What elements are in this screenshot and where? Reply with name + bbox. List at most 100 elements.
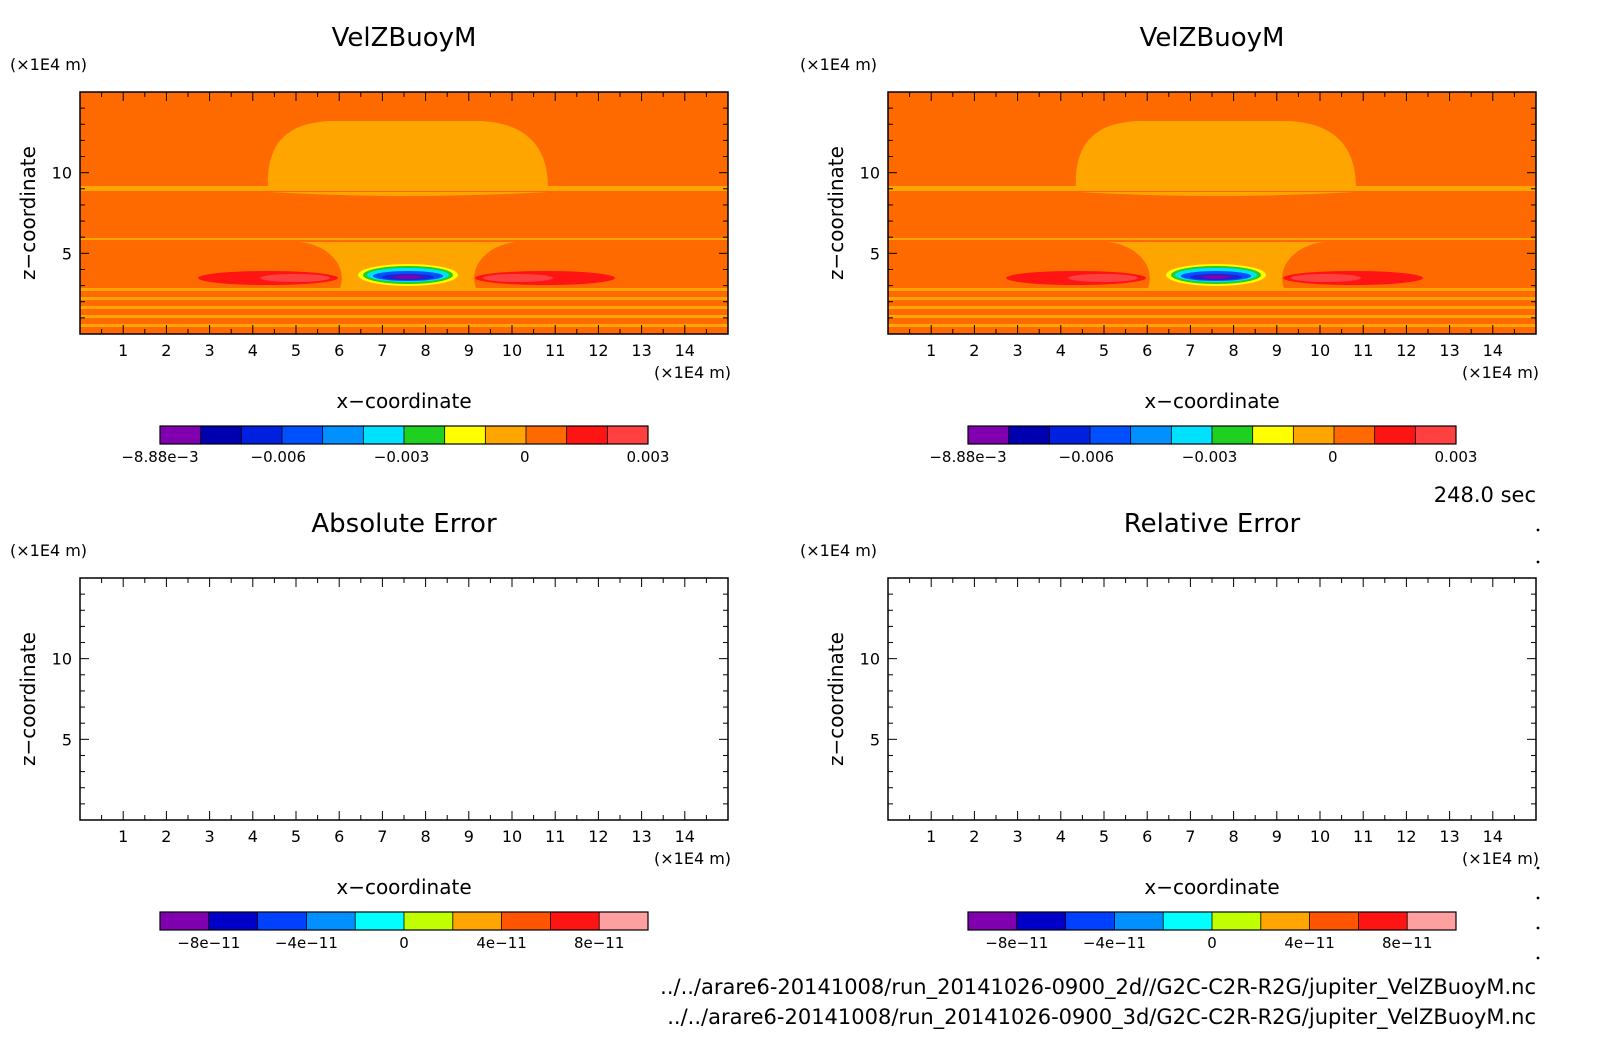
layer-band <box>270 192 548 196</box>
colorbar-swatch <box>968 912 1018 930</box>
colorbar-tick-label: −8e−11 <box>177 934 240 952</box>
y-tick-label: 10 <box>52 650 72 669</box>
colorbar-swatch <box>1212 912 1262 930</box>
x-tick-label: 5 <box>1099 341 1109 360</box>
colorbar-tick-label: −4e−11 <box>1083 934 1146 952</box>
file-path-2d: ../../arare6-20141008/run_20141026-0900_… <box>660 975 1536 1000</box>
colorbar-swatch <box>1065 912 1115 930</box>
colorbar-swatch <box>1374 426 1416 444</box>
x-tick-label: 13 <box>631 827 651 846</box>
negative-core <box>1202 275 1230 279</box>
contour-field <box>888 92 1536 334</box>
layer-band <box>80 315 728 318</box>
colorbar-swatch <box>501 912 551 930</box>
panel-relative-error: Relative Error (×1E4 m) 1 2 3 4 5 6 7 8 9 10 11 12 1… <box>800 509 1539 952</box>
colorbar-swatch <box>306 912 356 930</box>
x-tick-label: 11 <box>545 827 565 846</box>
x-axis-unit: (×1E4 m) <box>1462 363 1539 382</box>
x-tick-label: 2 <box>161 341 171 360</box>
colorbar-swatch <box>1130 426 1172 444</box>
colorbar-swatch <box>599 912 649 930</box>
colorbar-swatch <box>968 426 1010 444</box>
x-tick-label: 14 <box>675 827 695 846</box>
x-tick-label: 2 <box>969 827 979 846</box>
x-tick-label: 3 <box>205 341 215 360</box>
x-tick-label: 3 <box>1013 827 1023 846</box>
colorbar-swatch <box>452 912 503 930</box>
stray-dots <box>1536 528 1540 960</box>
colorbar-swatch <box>355 912 405 930</box>
colorbar-swatch <box>200 426 242 444</box>
y-tick-label: 5 <box>870 244 880 263</box>
x-tick-label: 7 <box>377 341 387 360</box>
colorbar-swatch <box>363 426 405 444</box>
y-axis-label: z−coordinate <box>16 146 40 280</box>
x-axis-label: x−coordinate <box>1144 389 1279 413</box>
x-tick-label: 6 <box>334 341 344 360</box>
x-tick-label: 2 <box>161 827 171 846</box>
x-tick-label: 12 <box>588 341 608 360</box>
x-tick-label: 5 <box>1099 827 1109 846</box>
colorbar-tick-label: 0.003 <box>627 448 670 466</box>
x-tick-label: 13 <box>631 341 651 360</box>
colorbar-swatch <box>160 426 202 444</box>
x-tick-label: 10 <box>502 827 522 846</box>
colorbar-swatch <box>1260 912 1311 930</box>
layer-band <box>888 315 1536 318</box>
colorbar-swatch <box>1309 912 1359 930</box>
layer-band <box>80 238 728 240</box>
x-axis-label: x−coordinate <box>336 389 471 413</box>
x-tick-label: 10 <box>502 341 522 360</box>
x-tick-label: 11 <box>1353 341 1373 360</box>
layer-band <box>888 306 1536 309</box>
x-tick-label: 2 <box>969 341 979 360</box>
file-path-3d: ../../arare6-20141008/run_20141026-0900_… <box>667 1005 1536 1030</box>
x-tick-label: 4 <box>248 827 258 846</box>
panel-velz-left: VelZBuoyM (×1E4 m) 1 2 3 4 5 6 7 8 9 10 <box>10 23 731 466</box>
colorbar-swatch <box>160 912 210 930</box>
colorbar-tick-label: −8e−11 <box>985 934 1048 952</box>
colorbar-tick-label: −0.006 <box>1059 448 1115 466</box>
plot-frame <box>79 577 729 821</box>
colorbar-tick-label: 8e−11 <box>1382 934 1432 952</box>
x-tick-label: 1 <box>926 827 936 846</box>
time-label: 248.0 sec <box>1434 483 1536 507</box>
colorbar-tick-label: −4e−11 <box>275 934 338 952</box>
colorbar-tick-label: −0.006 <box>251 448 307 466</box>
x-axis-label: x−coordinate <box>336 875 471 899</box>
colorbar-swatch <box>1415 426 1457 444</box>
colorbar-swatch <box>607 426 649 444</box>
x-tick-label: 7 <box>377 827 387 846</box>
x-tick-label: 6 <box>334 827 344 846</box>
x-axis-unit: (×1E4 m) <box>654 849 731 868</box>
x-tick-label: 11 <box>1353 827 1373 846</box>
colorbar-swatch <box>1171 426 1213 444</box>
x-tick-label: 1 <box>926 341 936 360</box>
x-axis-unit: (×1E4 m) <box>654 363 731 382</box>
panel-absolute-error: Absolute Error (×1E4 m) 1 2 3 4 5 6 7 8 9 10 11 12 1… <box>10 509 731 952</box>
x-tick-label: 1 <box>118 341 128 360</box>
colorbar-swatch <box>1008 426 1050 444</box>
colorbar-tick-label: −0.003 <box>374 448 430 466</box>
colorbar-swatch <box>1212 426 1254 444</box>
x-axis-unit: (×1E4 m) <box>1462 849 1539 868</box>
x-tick-label: 10 <box>1310 341 1330 360</box>
colorbar-swatch <box>322 426 364 444</box>
warm-cap-region <box>1075 121 1356 188</box>
layer-band <box>80 288 728 291</box>
colorbar-swatch <box>257 912 307 930</box>
colorbar-swatch <box>404 426 446 444</box>
layer-band <box>1078 192 1356 196</box>
layer-band <box>888 297 1536 300</box>
layer-band <box>888 238 1536 240</box>
panel-title: VelZBuoyM <box>332 23 477 53</box>
y-tick-label: 10 <box>52 164 72 183</box>
colorbar-tick-label: −8.88e−3 <box>929 448 1006 466</box>
colorbar-swatch <box>1252 426 1294 444</box>
x-axis-label: x−coordinate <box>1144 875 1279 899</box>
x-tick-label: 4 <box>248 341 258 360</box>
x-tick-label: 14 <box>1483 341 1503 360</box>
y-tick-label: 5 <box>62 244 72 263</box>
colorbar-swatch <box>1358 912 1408 930</box>
